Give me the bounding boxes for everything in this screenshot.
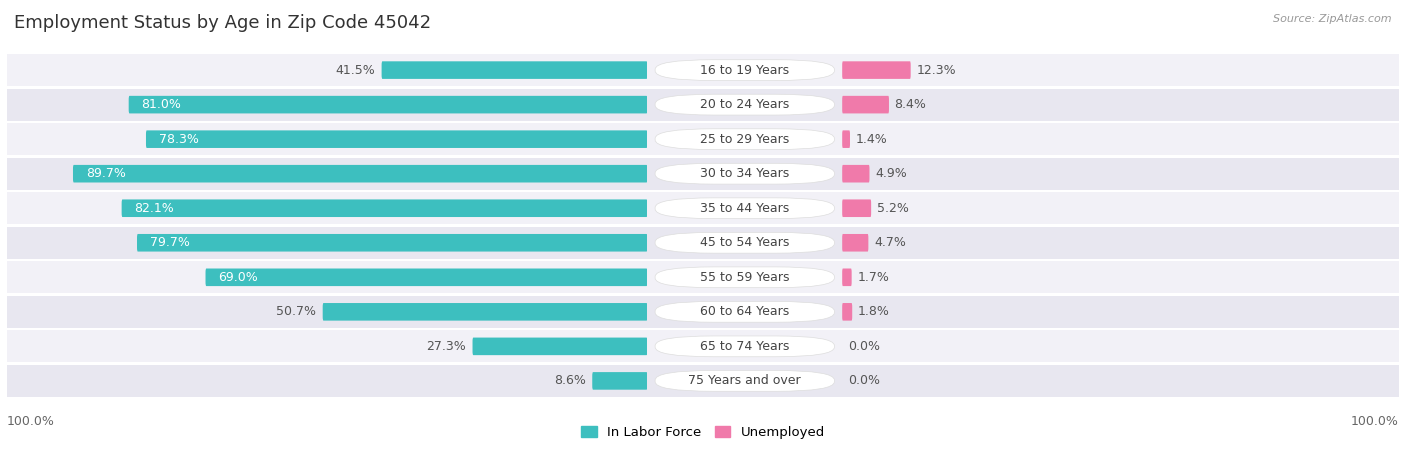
FancyBboxPatch shape [842, 61, 911, 79]
Text: 60 to 64 Years: 60 to 64 Years [700, 305, 789, 318]
FancyBboxPatch shape [381, 61, 647, 79]
FancyBboxPatch shape [655, 267, 834, 288]
Text: 81.0%: 81.0% [142, 98, 181, 111]
Text: 0.0%: 0.0% [848, 374, 880, 387]
FancyBboxPatch shape [842, 303, 852, 321]
FancyBboxPatch shape [842, 165, 869, 183]
FancyBboxPatch shape [655, 336, 834, 357]
FancyBboxPatch shape [842, 130, 851, 148]
FancyBboxPatch shape [323, 303, 647, 321]
Text: 100.0%: 100.0% [7, 415, 55, 428]
FancyBboxPatch shape [122, 199, 647, 217]
FancyBboxPatch shape [655, 60, 834, 80]
Text: 16 to 19 Years: 16 to 19 Years [700, 64, 789, 77]
Text: 1.8%: 1.8% [858, 305, 890, 318]
Legend: In Labor Force, Unemployed: In Labor Force, Unemployed [575, 421, 831, 444]
Text: 1.4%: 1.4% [856, 133, 887, 146]
Text: 55 to 59 Years: 55 to 59 Years [700, 271, 790, 284]
FancyBboxPatch shape [205, 268, 647, 286]
Text: 4.7%: 4.7% [875, 236, 905, 249]
Text: 82.1%: 82.1% [135, 202, 174, 215]
FancyBboxPatch shape [655, 163, 834, 184]
FancyBboxPatch shape [146, 130, 647, 148]
FancyBboxPatch shape [655, 371, 834, 391]
FancyBboxPatch shape [655, 94, 834, 115]
Text: 50.7%: 50.7% [277, 305, 316, 318]
Text: Employment Status by Age in Zip Code 45042: Employment Status by Age in Zip Code 450… [14, 14, 432, 32]
Text: 4.9%: 4.9% [875, 167, 907, 180]
Text: 78.3%: 78.3% [159, 133, 198, 146]
FancyBboxPatch shape [655, 129, 834, 150]
Text: 5.2%: 5.2% [877, 202, 908, 215]
FancyBboxPatch shape [129, 96, 647, 114]
Text: 45 to 54 Years: 45 to 54 Years [700, 236, 789, 249]
Text: 30 to 34 Years: 30 to 34 Years [700, 167, 789, 180]
Text: 35 to 44 Years: 35 to 44 Years [700, 202, 789, 215]
Text: 12.3%: 12.3% [917, 64, 956, 77]
FancyBboxPatch shape [655, 232, 834, 253]
Text: Source: ZipAtlas.com: Source: ZipAtlas.com [1274, 14, 1392, 23]
FancyBboxPatch shape [472, 337, 647, 355]
Text: 8.4%: 8.4% [894, 98, 927, 111]
FancyBboxPatch shape [842, 268, 852, 286]
FancyBboxPatch shape [842, 96, 889, 114]
Text: 89.7%: 89.7% [86, 167, 125, 180]
FancyBboxPatch shape [842, 199, 872, 217]
FancyBboxPatch shape [842, 234, 869, 252]
Text: 75 Years and over: 75 Years and over [689, 374, 801, 387]
FancyBboxPatch shape [655, 198, 834, 219]
FancyBboxPatch shape [136, 234, 647, 252]
Text: 41.5%: 41.5% [336, 64, 375, 77]
Text: 25 to 29 Years: 25 to 29 Years [700, 133, 789, 146]
Text: 79.7%: 79.7% [150, 236, 190, 249]
Text: 8.6%: 8.6% [554, 374, 586, 387]
Text: 1.7%: 1.7% [858, 271, 889, 284]
FancyBboxPatch shape [655, 301, 834, 322]
Text: 65 to 74 Years: 65 to 74 Years [700, 340, 789, 353]
FancyBboxPatch shape [592, 372, 647, 390]
Text: 20 to 24 Years: 20 to 24 Years [700, 98, 789, 111]
Text: 69.0%: 69.0% [218, 271, 259, 284]
Text: 0.0%: 0.0% [848, 340, 880, 353]
Text: 100.0%: 100.0% [1351, 415, 1399, 428]
FancyBboxPatch shape [73, 165, 647, 183]
Text: 27.3%: 27.3% [426, 340, 467, 353]
